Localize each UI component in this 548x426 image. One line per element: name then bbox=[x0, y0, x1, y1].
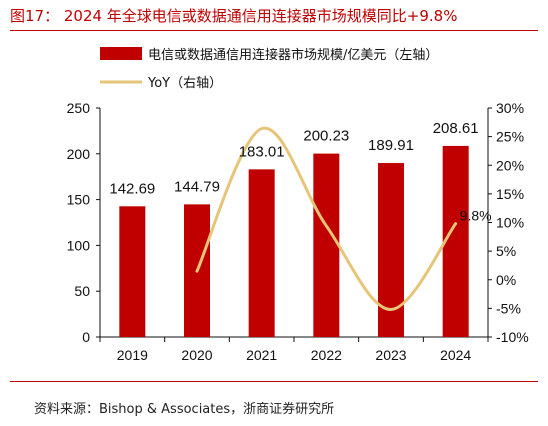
legend-bar-label: 电信或数据通信用连接器市场规模/亿美元（左轴） bbox=[148, 47, 438, 63]
y-right-tick-label: 30% bbox=[496, 100, 524, 116]
y-left-tick-label: 250 bbox=[67, 100, 91, 116]
legend-bar-swatch bbox=[100, 47, 142, 60]
x-tick-label: 2021 bbox=[246, 347, 277, 363]
y-right-tick-label: 10% bbox=[496, 215, 524, 231]
bar bbox=[248, 169, 275, 337]
yoy-value-label: 9.8% bbox=[460, 208, 492, 224]
y-right-tick-label: 15% bbox=[496, 186, 524, 202]
y-left-tick-label: 150 bbox=[67, 192, 91, 208]
bar bbox=[119, 206, 146, 337]
y-left-tick-label: 100 bbox=[67, 237, 91, 253]
yoy-line bbox=[195, 126, 458, 312]
bar-value-label: 200.23 bbox=[303, 128, 349, 145]
bar-value-label: 189.91 bbox=[368, 137, 414, 154]
y-left-tick-label: 50 bbox=[74, 283, 90, 299]
footer-rule bbox=[10, 381, 538, 382]
figure-title: 图17： 2024 年全球电信或数据通信用连接器市场规模同比+9.8% bbox=[10, 7, 458, 25]
bar-value-label: 142.69 bbox=[109, 180, 155, 197]
legend: 电信或数据通信用连接器市场规模/亿美元（左轴） YoY（右轴） bbox=[100, 47, 438, 91]
y-left-tick-label: 0 bbox=[82, 329, 90, 345]
bar-value-label: 208.61 bbox=[433, 120, 479, 137]
y-right-tick-label: 25% bbox=[496, 129, 524, 145]
x-tick-label: 2022 bbox=[311, 347, 342, 363]
y-right-tick-label: -5% bbox=[496, 300, 521, 316]
y-right-tick-label: -10% bbox=[496, 329, 529, 345]
chart: 电信或数据通信用连接器市场规模/亿美元（左轴） YoY（右轴） 0 50 100 15… bbox=[67, 47, 529, 363]
x-tick-label: 2023 bbox=[375, 347, 406, 363]
y-right-tick-label: 5% bbox=[496, 243, 516, 259]
x-tick-label: 2019 bbox=[117, 347, 148, 363]
source-note: 资料来源：Bishop & Associates，浙商证券研究所 bbox=[34, 402, 335, 417]
bar bbox=[313, 153, 340, 337]
bar-value-label: 183.01 bbox=[239, 143, 285, 160]
y-left-tick-label: 200 bbox=[67, 146, 91, 162]
legend-line-label: YoY（右轴） bbox=[147, 76, 222, 91]
y-right-tick-label: 20% bbox=[496, 157, 524, 173]
bar bbox=[442, 145, 469, 337]
x-tick-label: 2020 bbox=[181, 347, 212, 363]
bar-value-label: 144.79 bbox=[174, 178, 220, 195]
x-tick-label: 2024 bbox=[440, 347, 471, 363]
title-rule bbox=[10, 30, 538, 31]
y-right-tick-label: 0% bbox=[496, 272, 516, 288]
